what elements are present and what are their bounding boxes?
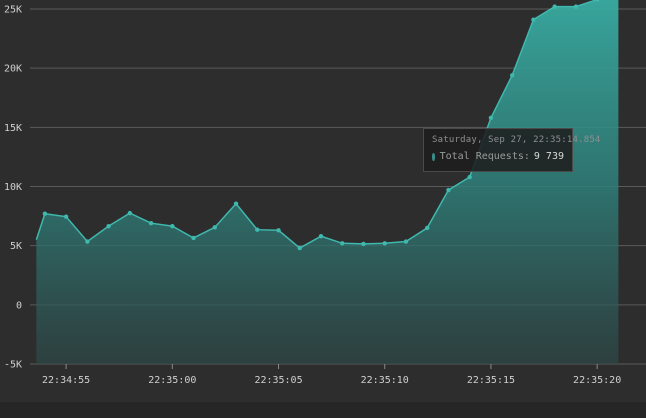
y-tick-label: 0 (16, 300, 22, 311)
tooltip-label: Total Requests: (439, 151, 530, 162)
data-point[interactable] (488, 115, 494, 121)
y-tick-label: 10K (4, 182, 22, 193)
data-point[interactable] (318, 234, 324, 239)
y-tick-label: 15K (4, 123, 22, 134)
data-point[interactable] (425, 225, 430, 231)
data-point[interactable] (573, 4, 579, 9)
data-point[interactable] (509, 73, 515, 78)
y-tick-label: 5K (10, 241, 22, 252)
data-point[interactable] (403, 239, 409, 244)
data-point[interactable] (127, 210, 133, 216)
y-tick-label: -5K (4, 360, 22, 371)
x-tick-label: 22:35:00 (148, 375, 196, 386)
x-tick-label: 22:35:15 (467, 375, 515, 386)
series-dot-icon (432, 152, 435, 161)
data-point[interactable] (170, 223, 175, 229)
data-point[interactable] (276, 228, 281, 233)
data-point[interactable] (233, 201, 239, 206)
data-point[interactable] (42, 211, 48, 216)
data-point[interactable] (148, 220, 154, 226)
data-point[interactable] (212, 225, 217, 230)
x-tick-label: 22:35:10 (361, 375, 409, 386)
area-series (35, 0, 619, 364)
bottom-band (0, 402, 646, 418)
series-area (36, 0, 619, 364)
data-point[interactable] (361, 241, 366, 247)
x-tick-label: 22:34:55 (42, 375, 90, 386)
data-point[interactable] (297, 245, 302, 251)
tooltip-row: Total Requests: 9 739 (432, 151, 564, 162)
data-point[interactable] (382, 241, 387, 246)
data-point[interactable] (594, 0, 600, 2)
tooltip-date: Saturday, Sep 27, 22:35:14.854 (432, 135, 601, 145)
data-point[interactable] (255, 227, 260, 232)
data-point[interactable] (446, 187, 451, 193)
data-points (42, 0, 600, 251)
chart-tooltip: Saturday, Sep 27, 22:35:14.854 Total Req… (423, 128, 601, 172)
tooltip-value: 9 739 (533, 151, 564, 162)
data-point[interactable] (191, 235, 196, 241)
data-point[interactable] (340, 241, 345, 246)
data-point[interactable] (85, 239, 90, 244)
y-tick-label: 20K (4, 64, 22, 75)
data-point[interactable] (467, 174, 472, 180)
y-tick-label: 25K (4, 5, 22, 16)
data-point[interactable] (552, 4, 557, 9)
x-axis-ticks: 22:34:55 22:35:00 22:35:05 22:35:10 22:35:15… (42, 364, 621, 386)
y-axis-ticks: 25K 20K 15K 10K 5K 0 -5K (4, 5, 22, 371)
data-point[interactable] (106, 223, 111, 229)
x-tick-label: 22:35:20 (573, 375, 621, 386)
x-tick-label: 22:35:05 (254, 375, 302, 386)
data-point[interactable] (63, 214, 69, 219)
data-point[interactable] (531, 17, 536, 22)
